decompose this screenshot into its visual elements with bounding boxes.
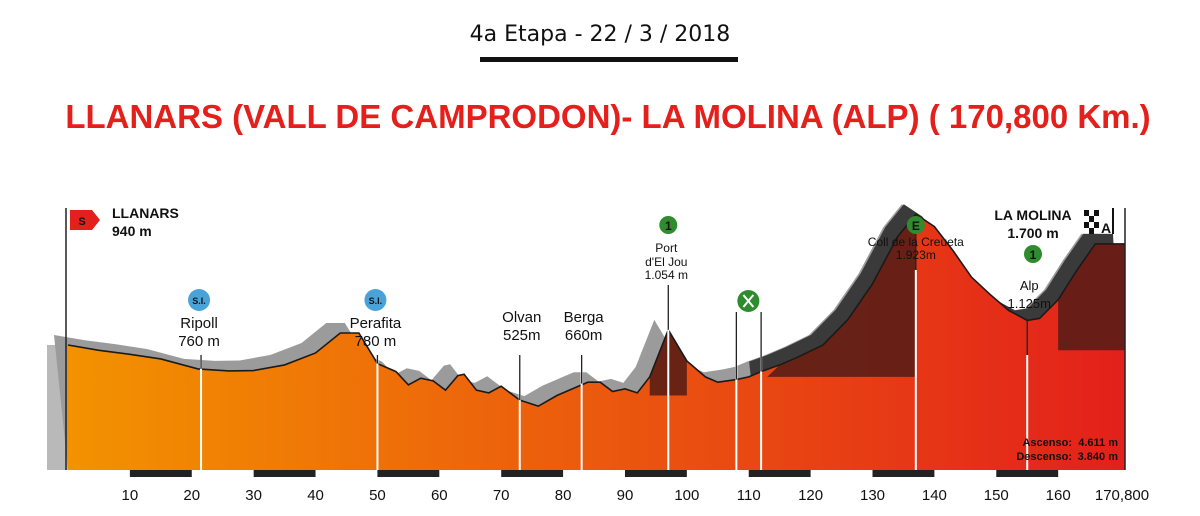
x-tick-label: 40 xyxy=(307,487,324,504)
axis-segment xyxy=(996,470,1059,477)
x-tick-label: 60 xyxy=(431,487,448,504)
axis-segment xyxy=(624,470,687,477)
finish-chequered-icon xyxy=(1094,222,1099,228)
sprint-badge-label: S.I. xyxy=(192,296,206,306)
x-tick-label: 70 xyxy=(493,487,510,504)
waypoint-name: Port xyxy=(655,241,678,255)
finish-chequered-icon xyxy=(1089,216,1094,222)
x-tick-label-end: 170,800 xyxy=(1095,487,1149,504)
axis-segment xyxy=(501,470,564,477)
waypoint-altitude: 525m xyxy=(503,327,541,344)
axis-bar xyxy=(68,470,1125,478)
start-altitude: 940 m xyxy=(112,223,152,239)
waypoint-altitude: 760 m xyxy=(178,333,220,350)
x-tick-label: 50 xyxy=(369,487,386,504)
waypoint-name: Olvan xyxy=(502,309,541,326)
waypoint-altitude: 660m xyxy=(565,327,603,344)
x-tick-label: 80 xyxy=(555,487,572,504)
x-tick-label: 130 xyxy=(860,487,885,504)
x-tick-label: 20 xyxy=(183,487,200,504)
x-tick-label: 160 xyxy=(1046,487,1071,504)
feed-zone-icon-knife xyxy=(742,294,755,308)
axis-segment xyxy=(253,470,316,477)
finish-flag-pole xyxy=(1112,208,1114,234)
finish-category-icon xyxy=(1024,245,1042,263)
special-category-label: E xyxy=(912,219,920,233)
title-underline xyxy=(480,57,738,62)
finish-name: LA MOLINA xyxy=(994,207,1071,223)
waypoint-name: Alp xyxy=(1020,278,1039,293)
stage-title: 4a Etapa - 22 / 3 / 2018 xyxy=(469,22,731,47)
sprint-badge-icon xyxy=(188,289,211,311)
x-tick-label: 140 xyxy=(922,487,947,504)
finish-chequered-icon xyxy=(1094,210,1099,216)
mountain-category-icon xyxy=(659,216,678,234)
profile-layer xyxy=(47,204,1125,470)
x-axis: 10 20 30 40 50 60 70 80 90 100 110 120 130 140 150 160 1… xyxy=(65,208,1149,504)
waypoint-altitude: 780 m xyxy=(355,333,397,350)
descent-value: 3.840 m xyxy=(1078,451,1119,463)
ascent-value: 4.611 m xyxy=(1078,437,1118,449)
waypoint-lines xyxy=(200,214,1029,470)
waypoint-name: Berga xyxy=(564,309,605,326)
axis-segment xyxy=(129,470,192,477)
waypoint-name: Ripoll xyxy=(180,315,218,332)
start-name: LLANARS xyxy=(112,205,179,221)
finish-category-label: 1 xyxy=(1030,248,1037,262)
climb-shade xyxy=(1058,243,1125,351)
waypoint-name: Perafita xyxy=(350,315,402,332)
axis-segment xyxy=(377,470,440,477)
axis-segment xyxy=(748,470,811,477)
descent-label: Descenso: xyxy=(1016,451,1072,463)
x-tick-label: 150 xyxy=(984,487,1009,504)
profile-area xyxy=(68,214,1125,470)
finish-flag-label: A xyxy=(1101,220,1111,236)
waypoint-altitude: 1.923m xyxy=(896,248,936,262)
waypoint-name-2: d'El Jou xyxy=(645,255,687,269)
x-tick-label: 100 xyxy=(674,487,699,504)
x-tick-label: 120 xyxy=(798,487,823,504)
ascent-label: Ascenso: xyxy=(1022,437,1072,449)
special-category-icon xyxy=(906,216,925,234)
sprint-badge-label: S.I. xyxy=(369,296,383,306)
axis-segment xyxy=(872,470,935,477)
x-tick-label: 30 xyxy=(245,487,262,504)
waypoint-altitude: 1.054 m xyxy=(645,268,688,282)
finish-chequered-icon xyxy=(1084,222,1089,228)
waypoint-altitude: 1.125m xyxy=(1008,296,1051,311)
start-flag-label: S xyxy=(78,216,85,228)
sprint-badge-icon xyxy=(364,289,387,311)
climb-shade xyxy=(767,214,916,377)
finish-chequered-icon xyxy=(1084,210,1089,216)
profile-outline xyxy=(67,213,1125,408)
finish-altitude: 1.700 m xyxy=(1007,225,1058,241)
finish-chequered-icon xyxy=(1089,228,1094,234)
x-tick-label: 10 xyxy=(122,487,139,504)
start-flag-icon xyxy=(70,210,100,230)
x-tick-label: 90 xyxy=(617,487,634,504)
route-title: LLANARS (VALL DE CAMPRODON)- LA MOLINA (… xyxy=(65,98,1151,135)
waypoint-name: Coll de la Creueta xyxy=(868,235,964,249)
x-tick-label: 110 xyxy=(737,487,761,504)
mountain-category-label: 1 xyxy=(665,219,672,233)
start-finish-markers: S LLANARS 940 m LA MOLINA 1.700 m A 1 Ascenso: 4… xyxy=(70,205,1118,463)
